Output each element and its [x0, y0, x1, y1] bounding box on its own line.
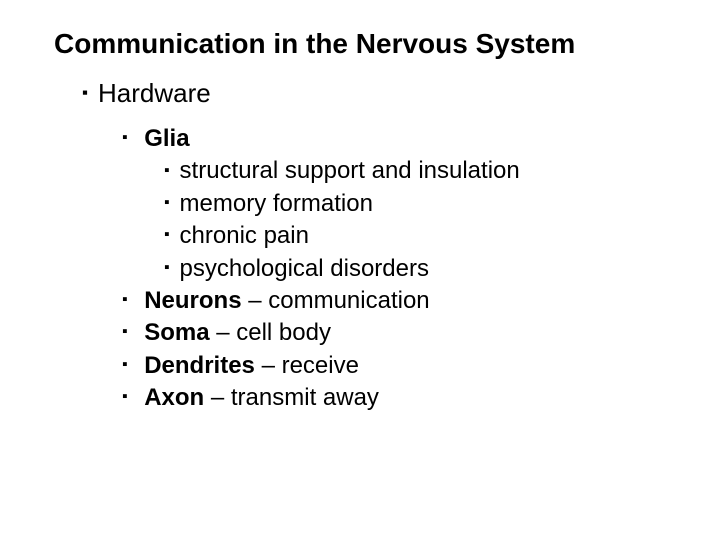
dendrites-label: Dendrites	[144, 352, 255, 379]
slide-title: Communication in the Nervous System	[54, 28, 680, 60]
neurons-item: Neurons – communication	[122, 285, 680, 317]
glia-support: structural support and insulation	[164, 155, 680, 187]
axon-label: Axon	[144, 384, 204, 411]
slide: Communication in the Nervous System Hard…	[0, 0, 720, 540]
neurons-label: Neurons	[144, 287, 241, 314]
glia-memory: memory formation	[164, 188, 680, 220]
soma-rest: – cell body	[210, 319, 331, 346]
soma-label: Soma	[144, 319, 209, 346]
glia-pain: chronic pain	[164, 220, 680, 252]
axon-item: Axon – transmit away	[122, 382, 680, 414]
dendrites-item: Dendrites – receive	[122, 350, 680, 382]
soma-item: Soma – cell body	[122, 317, 680, 349]
axon-rest: – transmit away	[204, 384, 379, 411]
neurons-rest: – communication	[242, 287, 430, 314]
glia-label: Glia	[144, 125, 189, 152]
hardware-heading: Hardware	[82, 78, 680, 109]
glia-disorders: psychological disorders	[164, 253, 680, 285]
glia-item: Glia	[122, 123, 680, 155]
dendrites-rest: – receive	[255, 352, 359, 379]
